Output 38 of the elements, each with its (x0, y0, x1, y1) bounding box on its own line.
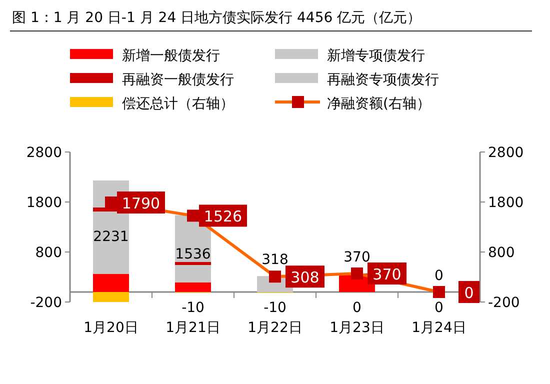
total-label: 0 (434, 268, 444, 284)
data-label: -10 (264, 300, 286, 316)
total-label: 318 (262, 252, 288, 268)
y-tick-label: 2800 (26, 145, 62, 161)
total-label: 2231 (93, 229, 129, 246)
y2-tick-label: 800 (488, 245, 515, 261)
y-tick-label: 800 (35, 245, 62, 261)
y2-tick-label: -200 (488, 295, 520, 311)
legend-label: 新增专项债发行 (327, 48, 425, 64)
x-tick-label: 1月22日 (248, 320, 302, 336)
data-label: 0 (464, 284, 474, 302)
total-label: 1536 (175, 246, 211, 263)
data-label: 0 (352, 300, 362, 316)
bar (175, 262, 211, 265)
data-label: 1526 (204, 208, 242, 226)
y-tick-label: -200 (30, 295, 62, 311)
data-label: -10 (182, 300, 204, 316)
bar (175, 265, 211, 282)
data-label: 1790 (122, 194, 160, 212)
data-label: 308 (290, 268, 320, 287)
legend-label: 再融资专项债发行 (327, 72, 439, 88)
legend-label: 新增一般债发行 (122, 48, 220, 64)
bar (93, 212, 129, 274)
x-tick-label: 1月23日 (330, 320, 384, 336)
y2-tick-label: 2800 (488, 145, 524, 161)
bar (175, 282, 211, 292)
data-label: 0 (434, 300, 444, 316)
legend-label: 再融资一般债发行 (122, 72, 234, 88)
chart-title: 图 1：1 月 20 日-1 月 24 日地方债实际发行 4456 亿元（亿元） (12, 10, 422, 26)
x-tick-label: 1月21日 (166, 320, 220, 336)
x-tick-label: 1月24日 (412, 320, 466, 336)
total-label: 370 (372, 266, 402, 284)
legend-label: 净融资额(右轴） (327, 96, 430, 112)
y2-tick-label: 1800 (488, 195, 524, 211)
data-label: 370 (344, 250, 370, 266)
x-tick-label: 1月20日 (84, 320, 138, 336)
legend-label: 偿还总计（右轴） (122, 96, 234, 112)
y-tick-label: 1800 (26, 195, 62, 211)
